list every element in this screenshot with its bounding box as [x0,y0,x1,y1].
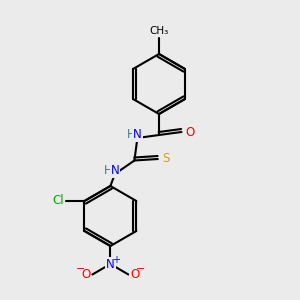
Text: O: O [81,268,90,281]
Text: CH₃: CH₃ [149,26,169,36]
Text: N: N [110,164,119,178]
Text: O: O [130,268,140,281]
Text: N: N [106,258,115,271]
Text: −: − [136,264,145,274]
Text: H: H [126,128,135,142]
Text: +: + [112,255,120,265]
Text: −: − [76,264,85,274]
Text: S: S [163,152,170,166]
Text: H: H [104,164,113,178]
Text: O: O [185,125,194,139]
Text: Cl: Cl [52,194,64,208]
Text: N: N [133,128,142,142]
